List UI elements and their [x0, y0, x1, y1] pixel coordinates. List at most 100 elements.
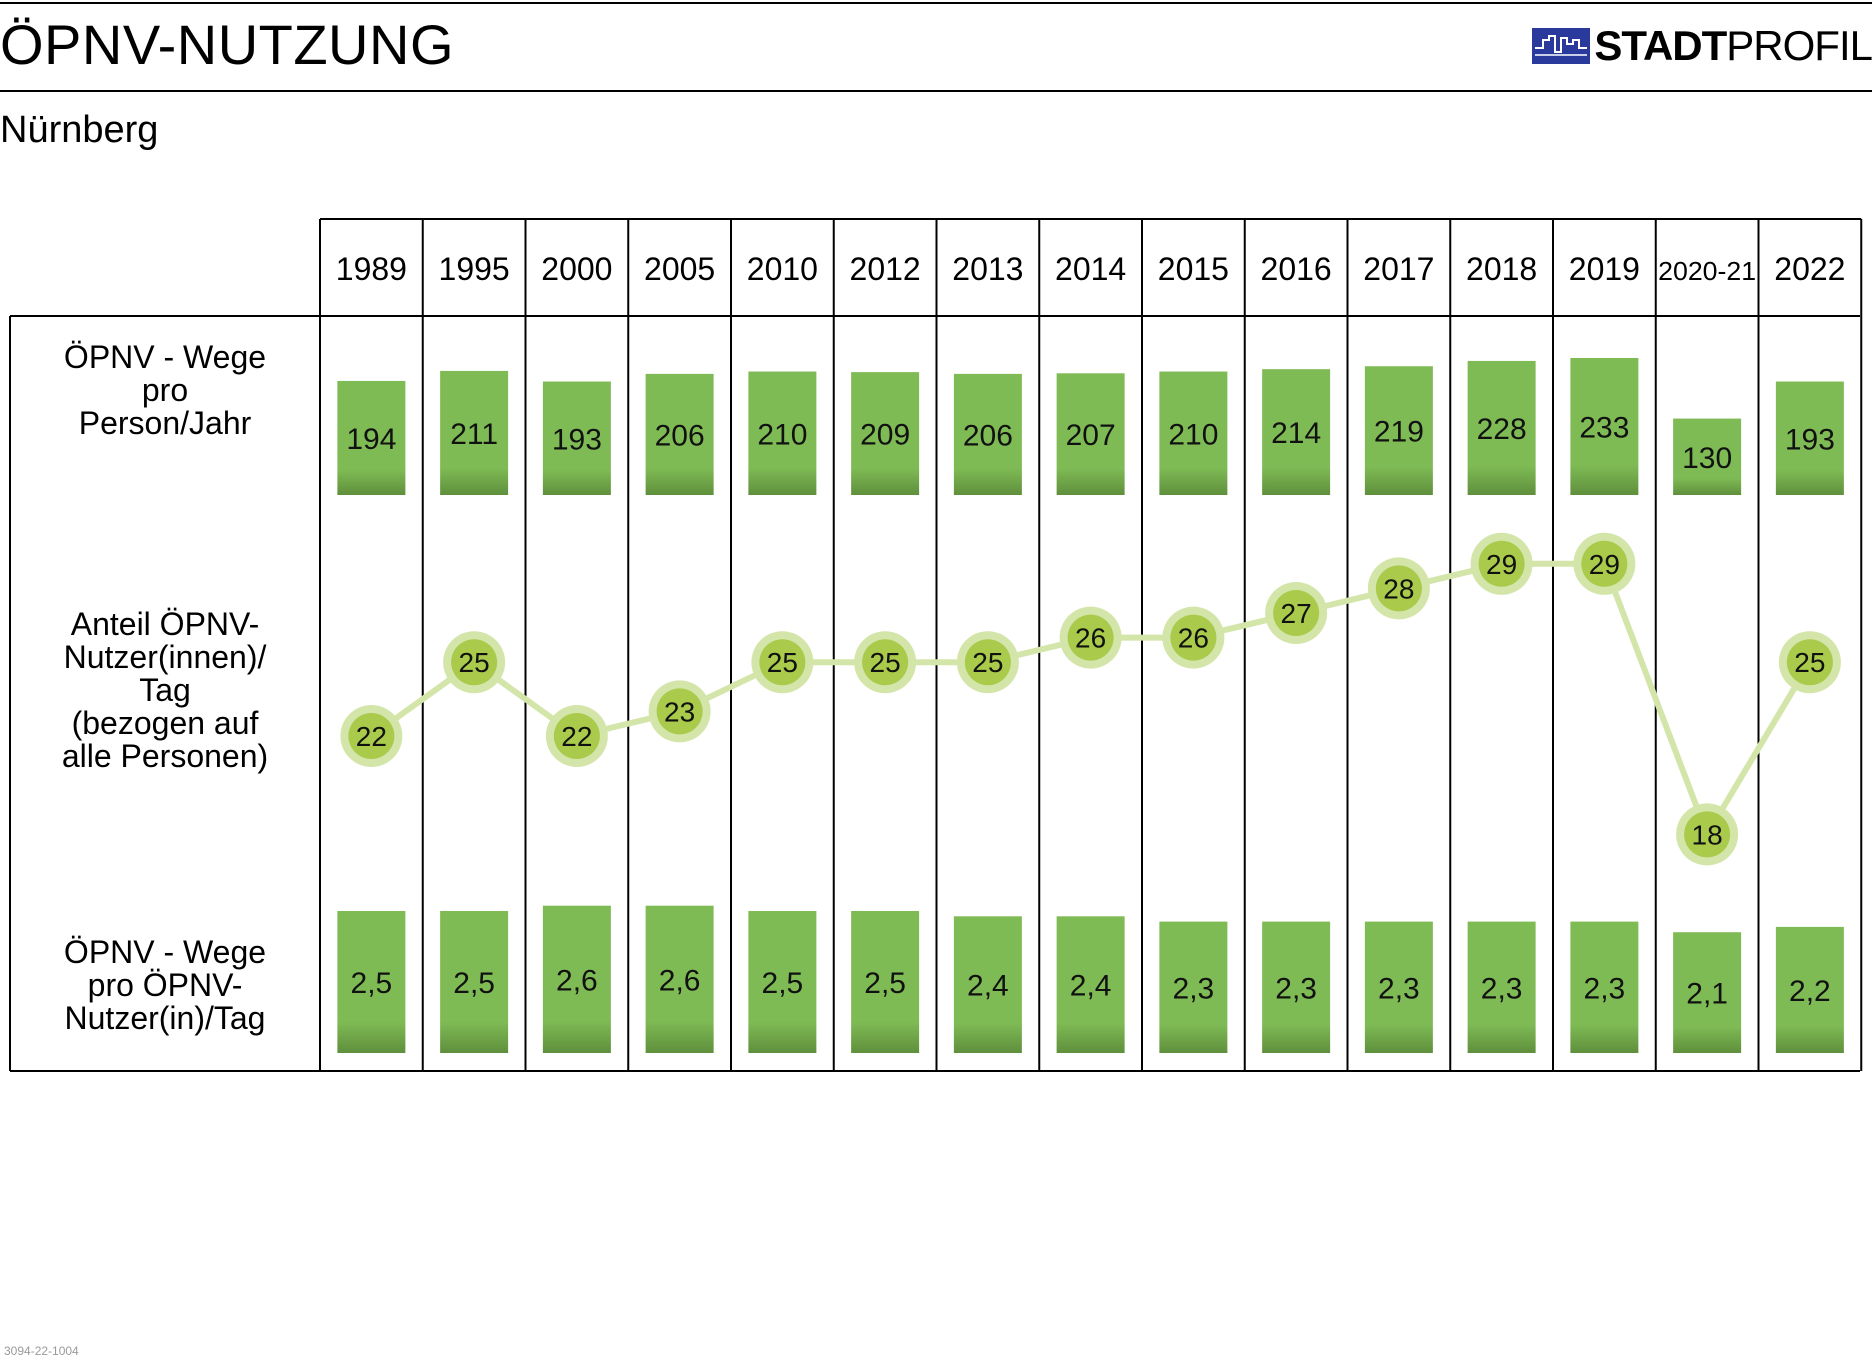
bar-label-wege-pro-nutzer: 2,6	[556, 964, 598, 997]
marker-anteil	[553, 713, 600, 759]
brand-wordmark-light: PROFIL	[1726, 22, 1872, 69]
column-header-year: 2019	[1569, 251, 1640, 287]
table-grid	[9, 218, 1863, 1072]
marks-layer: 1989 1995 2000 2005 2010 2012 2013 2014 2015 2016…	[62, 251, 1845, 1053]
marker-anteil	[656, 688, 703, 735]
bar-label-wege-pro-person: 210	[1168, 418, 1218, 451]
bar-wege-pro-person	[1262, 369, 1331, 495]
bar-label-wege-pro-person: 130	[1682, 442, 1732, 475]
bar-wege-pro-person	[1570, 358, 1639, 495]
bar-wege-pro-nutzer	[748, 911, 817, 1053]
marker-anteil	[1581, 540, 1628, 587]
bar-wege-pro-person	[440, 370, 509, 495]
row-label-line: Person/Jahr	[79, 405, 252, 441]
bar-label-wege-pro-person: 207	[1066, 419, 1116, 452]
bar-wege-pro-nutzer	[1159, 921, 1228, 1053]
bar-wege-pro-person	[1673, 418, 1742, 495]
bar-label-wege-pro-person: 211	[450, 418, 498, 451]
bar-label-wege-pro-person: 206	[963, 419, 1013, 452]
bar-wege-pro-person	[1056, 373, 1125, 495]
column-header-year: 2012	[850, 251, 921, 287]
marker-label-anteil: 18	[1692, 819, 1723, 850]
column-header-year: 2020-21	[1658, 256, 1756, 286]
marker-anteil	[1478, 540, 1525, 587]
bar-label-wege-pro-nutzer: 2,1	[1686, 978, 1728, 1011]
marker-label-anteil: 25	[972, 647, 1003, 678]
bar-wege-pro-nutzer	[542, 905, 611, 1053]
row-label-line: Anteil ÖPNV-	[71, 606, 260, 642]
footer-code: 3094-22-1004	[4, 1344, 79, 1358]
bar-label-wege-pro-person: 193	[1785, 423, 1835, 456]
header-bottom-rule	[0, 90, 1872, 92]
bar-wege-pro-nutzer	[1262, 921, 1331, 1053]
bar-wege-pro-nutzer	[953, 916, 1022, 1053]
bar-label-wege-pro-person: 219	[1374, 416, 1424, 449]
page-title: ÖPNV-NUTZUNG	[0, 13, 454, 76]
column-header-year: 2015	[1158, 251, 1229, 287]
row-label-line: alle Personen)	[62, 738, 268, 774]
bar-label-wege-pro-nutzer: 2,5	[453, 967, 495, 1000]
column-header-year: 2017	[1363, 251, 1434, 287]
marker-label-anteil: 28	[1383, 573, 1414, 604]
row-label-line: ÖPNV - Wege	[64, 934, 266, 970]
marker-label-anteil: 25	[870, 647, 901, 678]
city-skyline-icon	[1532, 28, 1591, 64]
bar-label-wege-pro-nutzer: 2,5	[762, 967, 804, 1000]
bar-wege-pro-nutzer	[1570, 921, 1639, 1053]
bar-label-wege-pro-nutzer: 2,5	[351, 967, 393, 1000]
page-subtitle: Nürnberg	[0, 109, 159, 151]
marker-label-anteil: 27	[1281, 598, 1312, 629]
bar-wege-pro-person	[645, 373, 714, 495]
marker-anteil	[1067, 614, 1114, 661]
bar-wege-pro-nutzer	[1467, 921, 1536, 1053]
row-label-line: pro ÖPNV-	[88, 967, 243, 1003]
bar-wege-pro-nutzer	[851, 911, 920, 1053]
bar-wege-pro-person	[542, 381, 611, 495]
marker-anteil	[759, 639, 806, 686]
bar-label-wege-pro-person: 210	[757, 418, 807, 451]
bar-wege-pro-person	[953, 373, 1022, 495]
column-header-year: 2010	[747, 251, 818, 287]
marker-anteil	[1684, 811, 1731, 858]
marker-label-anteil: 22	[561, 721, 592, 752]
bar-label-wege-pro-nutzer: 2,3	[1173, 972, 1215, 1005]
bar-label-wege-pro-nutzer: 2,2	[1789, 975, 1831, 1008]
row-label-line: (bezogen auf	[72, 705, 259, 741]
bar-label-wege-pro-nutzer: 2,5	[864, 967, 906, 1000]
column-header-year: 1989	[336, 251, 407, 287]
bar-wege-pro-nutzer	[440, 911, 509, 1053]
bar-label-wege-pro-nutzer: 2,4	[967, 970, 1009, 1003]
bar-wege-pro-nutzer	[1673, 932, 1742, 1053]
bar-label-wege-pro-nutzer: 2,3	[1378, 972, 1420, 1005]
bar-wege-pro-nutzer	[1056, 916, 1125, 1053]
share-line-series	[369, 560, 1813, 838]
marker-label-anteil: 25	[459, 647, 490, 678]
bar-wege-pro-person	[1467, 360, 1536, 495]
bar-wege-pro-nutzer	[337, 911, 406, 1053]
bar-label-wege-pro-person: 193	[552, 423, 602, 456]
brand-wordmark: STADTPROFIL	[1594, 25, 1872, 67]
row-label-line: Nutzer(in)/Tag	[65, 1000, 266, 1036]
column-header-year: 2018	[1466, 251, 1537, 287]
column-header-year: 2014	[1055, 251, 1126, 287]
marker-anteil	[862, 639, 909, 686]
marker-label-anteil: 25	[767, 647, 798, 678]
bar-label-wege-pro-person: 206	[655, 419, 705, 452]
row-label-line: ÖPNV - Wege	[64, 339, 266, 375]
row-label-line: Tag	[139, 672, 191, 708]
bar-wege-pro-nutzer	[1364, 921, 1433, 1053]
bar-label-wege-pro-nutzer: 2,3	[1275, 972, 1317, 1005]
marker-label-anteil: 29	[1486, 549, 1517, 580]
column-header-year: 2005	[644, 251, 715, 287]
bar-label-wege-pro-person: 228	[1477, 413, 1527, 446]
marker-label-anteil: 23	[664, 696, 695, 727]
marker-anteil	[1273, 590, 1320, 636]
bar-wege-pro-person	[851, 372, 920, 495]
marker-anteil	[1786, 639, 1833, 686]
bar-label-wege-pro-person: 209	[860, 419, 910, 452]
bar-label-wege-pro-person: 214	[1271, 417, 1321, 450]
bar-label-wege-pro-person: 233	[1579, 412, 1629, 445]
brand-wordmark-strong: STADT	[1594, 22, 1727, 69]
column-header-year: 2022	[1774, 251, 1845, 287]
